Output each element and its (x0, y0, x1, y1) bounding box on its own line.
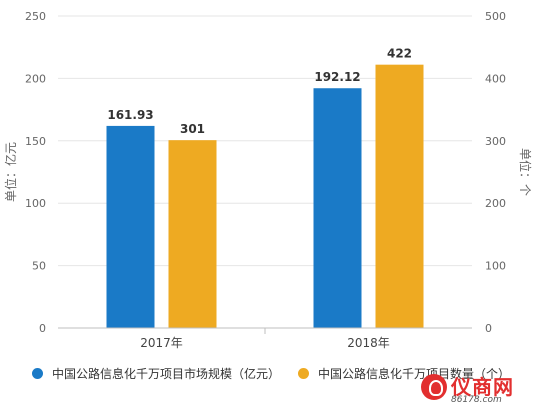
logo-text: 仪商网 (451, 375, 514, 399)
bar-market-size (313, 88, 362, 328)
logo-url: 86178.com (451, 395, 502, 405)
legend-label-market-size: 中国公路信息化千万项目市场规模（亿元） (52, 367, 281, 381)
y-left-tick-label: 0 (39, 322, 46, 335)
y-axis-right-title: 单位：个 (518, 148, 533, 196)
legend-item-market-size[interactable]: 中国公路信息化千万项目市场规模（亿元） (32, 365, 280, 382)
bar-project-count (375, 64, 424, 328)
data-labels: 161.93 301 192.12 422 (107, 47, 412, 137)
y-left-tick-label: 200 (25, 72, 46, 85)
logo-mark-icon (421, 374, 447, 400)
axes: 0 50 100 150 200 250 0 100 200 300 400 500 2017年 2018… (25, 10, 506, 350)
x-category-label: 2017年 (140, 336, 183, 350)
bars (106, 64, 424, 328)
data-label: 161.93 (107, 108, 153, 122)
legend-label-project-count: 中国公路信息化千万项目数量（个） (318, 367, 511, 381)
legend-item-project-count[interactable]: 中国公路信息化千万项目数量（个） (298, 365, 510, 382)
legend-marker-orange-icon (298, 368, 309, 379)
data-label: 192.12 (314, 70, 360, 84)
y-left-tick-label: 250 (25, 10, 46, 23)
bar-project-count (168, 140, 217, 328)
legend: 中国公路信息化千万项目市场规模（亿元） 中国公路信息化千万项目数量（个） (0, 365, 535, 385)
bar-market-size (106, 125, 155, 328)
bar-chart: 161.93 301 192.12 422 0 50 100 150 200 250 0 100 20… (3, 10, 533, 350)
y-right-tick-label: 300 (485, 135, 506, 148)
legend-marker-blue-icon (32, 368, 43, 379)
y-axis-left-title: 单位：亿元 (3, 142, 18, 202)
data-label: 301 (180, 122, 205, 136)
x-category-label: 2018年 (347, 336, 390, 350)
y-right-tick-label: 500 (485, 10, 506, 23)
y-right-tick-label: 200 (485, 197, 506, 210)
y-left-tick-label: 150 (25, 135, 46, 148)
y-right-tick-label: 100 (485, 260, 506, 273)
site-logo: 仪商网 86178.com (421, 371, 529, 407)
y-right-tick-label: 0 (485, 322, 492, 335)
y-right-tick-label: 400 (485, 72, 506, 85)
data-label: 422 (387, 47, 412, 61)
y-left-tick-label: 50 (32, 260, 46, 273)
y-left-tick-label: 100 (25, 197, 46, 210)
